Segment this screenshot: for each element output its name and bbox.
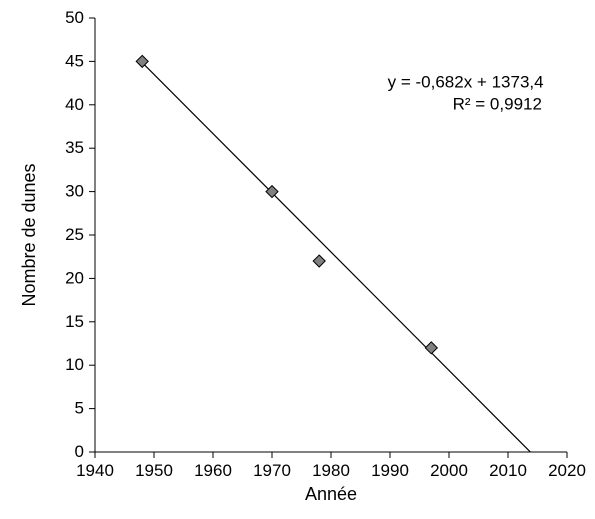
regression-r2: R² = 0,9912 <box>453 94 542 113</box>
y-tick-label: 5 <box>75 399 84 418</box>
y-tick-label: 40 <box>65 95 84 114</box>
y-tick-label: 35 <box>65 138 84 157</box>
x-tick-label: 1970 <box>253 461 291 480</box>
x-tick-label: 1990 <box>371 461 409 480</box>
data-point <box>425 342 437 354</box>
x-tick-label: 1940 <box>76 461 114 480</box>
y-tick-label: 45 <box>65 51 84 70</box>
data-point <box>266 186 278 198</box>
x-tick-label: 2010 <box>489 461 527 480</box>
y-tick-label: 0 <box>75 442 84 461</box>
regression-equation: y = -0,682x + 1373,4 <box>388 72 544 91</box>
y-tick-label: 15 <box>65 312 84 331</box>
y-tick-label: 10 <box>65 355 84 374</box>
y-tick-label: 25 <box>65 225 84 244</box>
y-tick-label: 50 <box>65 8 84 27</box>
x-tick-label: 1950 <box>135 461 173 480</box>
data-point <box>313 255 325 267</box>
scatter-chart: 0 5 10 15 20 25 30 35 40 45 50 1940 1950 1960 1970 1980… <box>0 0 595 519</box>
trend-line <box>142 63 530 453</box>
x-tick-label: 2020 <box>548 461 586 480</box>
x-tick-label: 1960 <box>194 461 232 480</box>
chart-svg: 0 5 10 15 20 25 30 35 40 45 50 1940 1950 1960 1970 1980… <box>0 0 595 519</box>
data-point <box>136 55 148 67</box>
y-axis-label: Nombre de dunes <box>19 163 39 306</box>
x-axis-label: Année <box>305 484 357 504</box>
x-tick-label: 2000 <box>430 461 468 480</box>
x-tick-label: 1980 <box>312 461 350 480</box>
y-tick-label: 30 <box>65 182 84 201</box>
y-tick-label: 20 <box>65 268 84 287</box>
